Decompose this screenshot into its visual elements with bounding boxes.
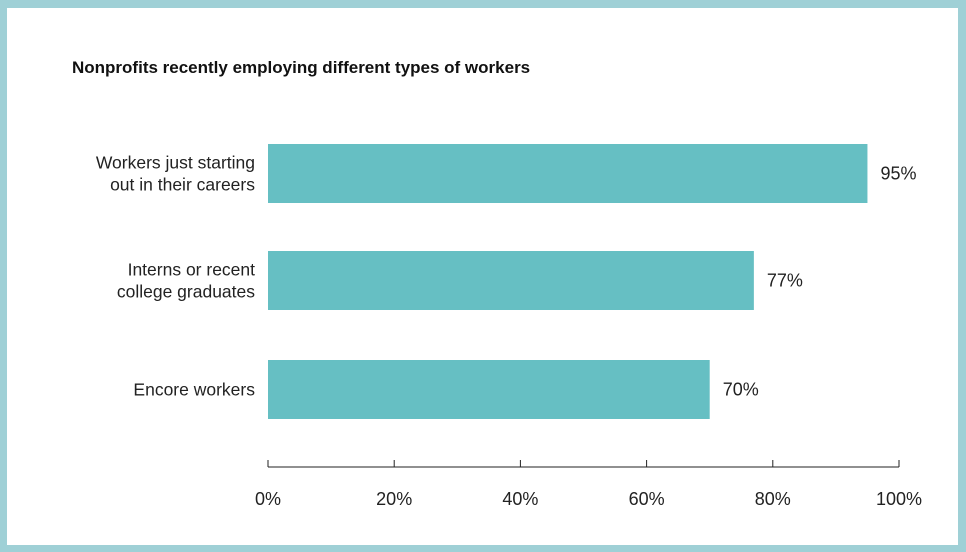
chart-title: Nonprofits recently employing different … — [72, 58, 531, 77]
x-tick-label-80: 80% — [755, 489, 791, 509]
bars-group — [268, 144, 868, 419]
category-label-3-line-1: Encore workers — [133, 380, 255, 400]
value-label-3: 70% — [723, 380, 759, 400]
x-tick-label-20: 20% — [376, 489, 412, 509]
bar-1 — [268, 144, 868, 203]
x-tick-label-100: 100% — [876, 489, 922, 509]
category-label-1-line-1: Workers just starting — [96, 153, 255, 173]
x-tick-label-40: 40% — [502, 489, 538, 509]
x-tick-label-60: 60% — [629, 489, 665, 509]
x-tick-label-0: 0% — [255, 489, 281, 509]
x-axis: 0% 20% 40% 60% 80% 100% — [255, 460, 922, 509]
category-label-1-line-2: out in their careers — [110, 175, 255, 195]
value-labels: 95% 77% 70% — [723, 164, 917, 400]
value-label-2: 77% — [767, 271, 803, 291]
bar-3 — [268, 360, 710, 419]
category-label-2-line-2: college graduates — [117, 282, 255, 302]
bar-2 — [268, 251, 754, 310]
value-label-1: 95% — [880, 164, 916, 184]
category-label-2-line-1: Interns or recent — [128, 260, 256, 280]
